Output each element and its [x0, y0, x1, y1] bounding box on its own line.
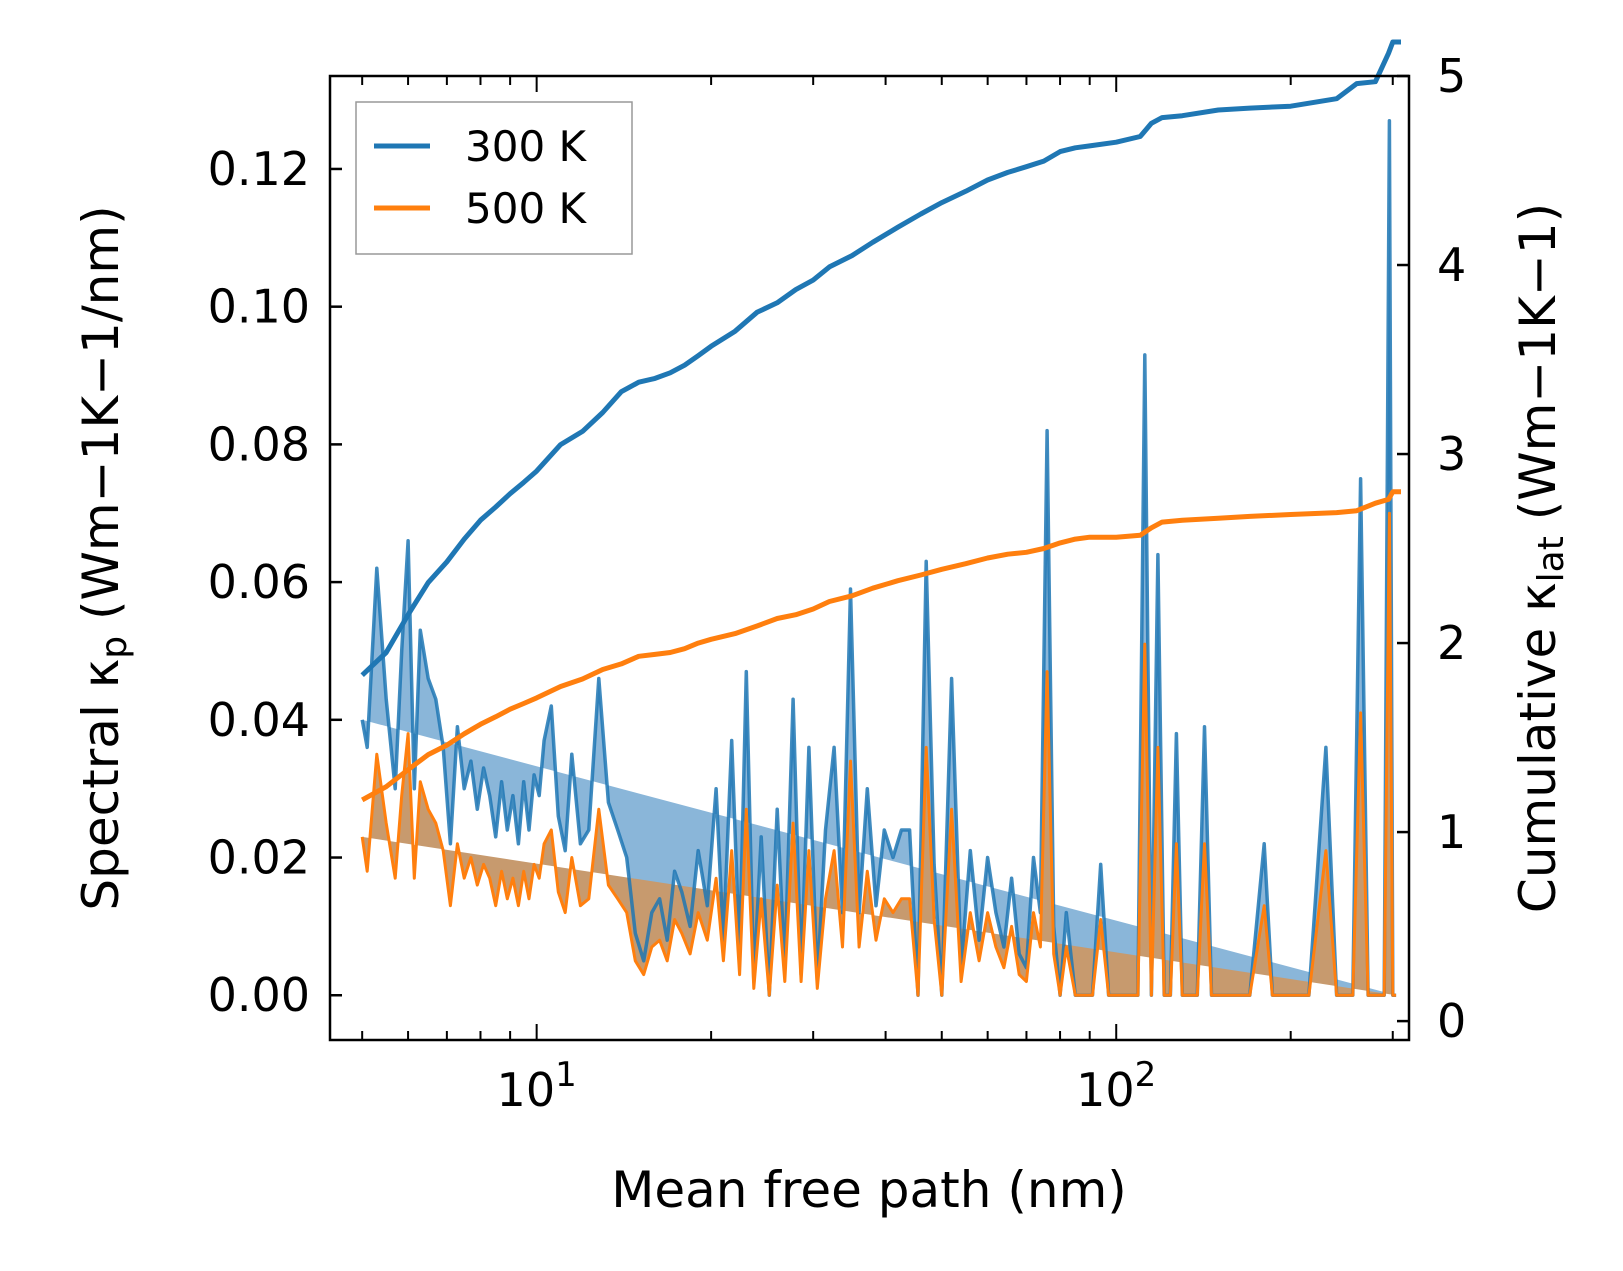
- y-left-tick-label: 0.12: [208, 142, 310, 196]
- y-axis-left-label: Spectral κp (Wm−1K−1/nm): [72, 205, 135, 910]
- x-tick-label: 101: [497, 1055, 577, 1117]
- legend: 300 K 500 K: [355, 101, 633, 255]
- y-axis-right-label: Cumulative κlat (Wm−1K−1): [1509, 203, 1572, 913]
- x-axis-label: Mean free path (nm): [611, 1161, 1127, 1219]
- cumulative-500-line: [360, 489, 1401, 803]
- y-left-tick-label: 0.10: [208, 280, 310, 334]
- y-left-tick-label: 0.02: [208, 831, 310, 885]
- legend-box: [355, 101, 633, 255]
- legend-label-500: 500 K: [465, 184, 588, 233]
- legend-label-300: 300 K: [465, 122, 588, 171]
- y-right-tick-label: 1: [1437, 805, 1466, 859]
- cumulative-lines: [360, 39, 1401, 803]
- y-right-tick-label: 4: [1437, 238, 1466, 292]
- y-left-tick-label: 0.04: [208, 693, 310, 747]
- y-left-tick-label: 0.00: [208, 968, 310, 1022]
- y-right-tick-label: 2: [1437, 616, 1466, 670]
- plot-frame: [328, 74, 1411, 1042]
- y-right-tick-label: 0: [1437, 994, 1466, 1048]
- y-right-tick-label: 5: [1437, 49, 1466, 103]
- x-tick-label: 102: [1076, 1055, 1156, 1117]
- spectral-lines: [360, 119, 1397, 997]
- cumulative-300-line: [360, 39, 1401, 678]
- y-left-tick-label: 0.08: [208, 417, 310, 471]
- axis-ticks: 0.00 0.02 0.04 0.06 0.08 0.10 0.12 0 1 2 3 4 5 101 102: [208, 49, 1467, 1117]
- spectral-500-line: [360, 511, 1397, 997]
- y-right-tick-label: 3: [1437, 427, 1466, 481]
- y-left-tick-label: 0.06: [208, 555, 310, 609]
